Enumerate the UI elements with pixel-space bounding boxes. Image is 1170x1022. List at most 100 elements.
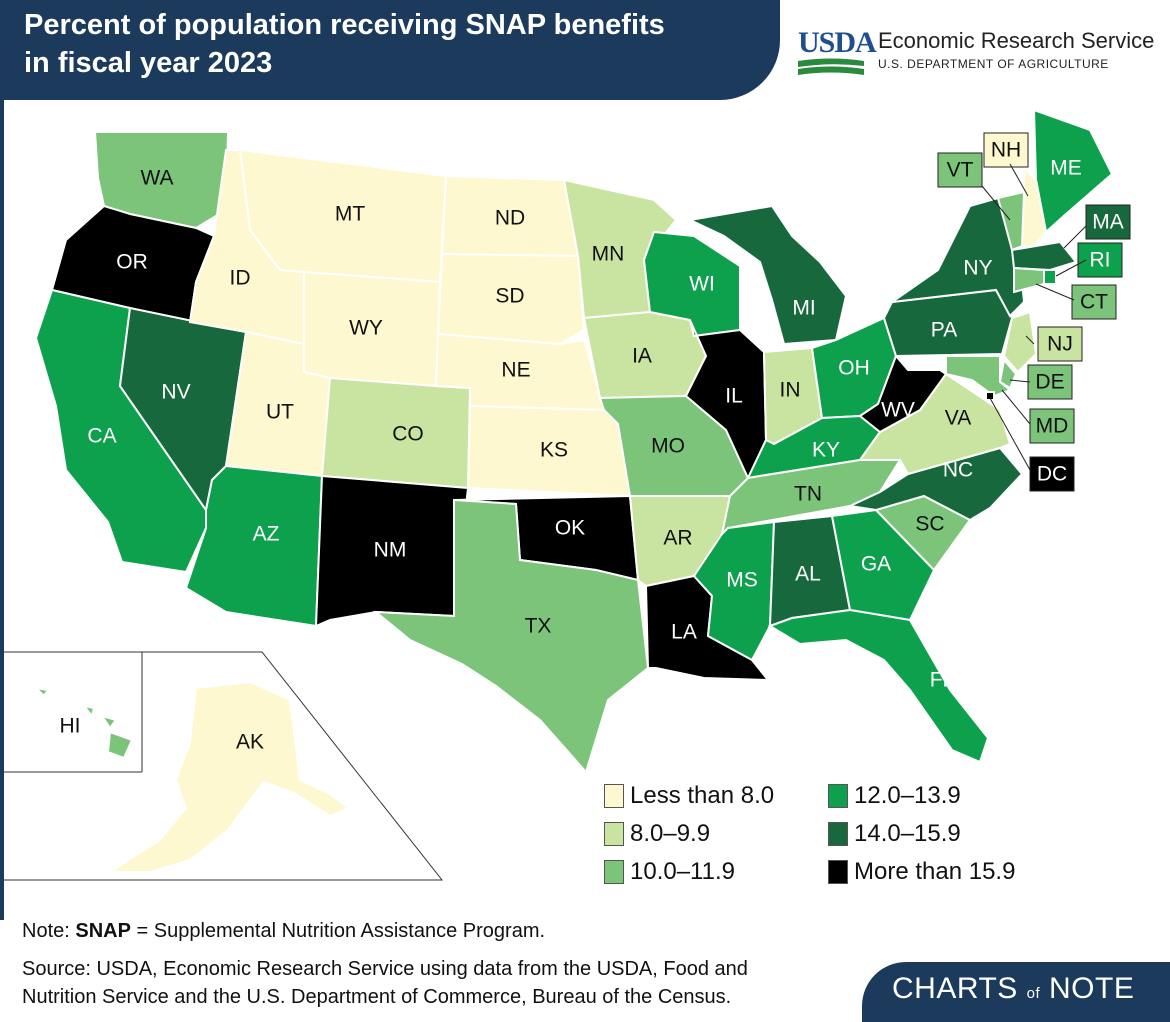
legend-label: 10.0–11.9 — [630, 858, 735, 885]
label-DE: DE — [1027, 364, 1073, 400]
state-label-KS: KS — [540, 439, 568, 462]
label-ME: ME — [1050, 157, 1082, 180]
legend-label: Less than 8.0 — [630, 782, 775, 809]
label-CA: CA — [87, 425, 116, 448]
usda-logo: USDA — [798, 26, 877, 81]
label-WA: WA — [140, 167, 173, 190]
state-label-NC: NC — [943, 459, 973, 482]
note-rest: = Supplemental Nutrition Assistance Prog… — [130, 920, 546, 942]
label-WY: WY — [349, 317, 383, 340]
legend-item: More than 15.9 — [828, 858, 1015, 886]
label-OR: OR — [116, 251, 148, 274]
state-label-FL: FL — [930, 669, 955, 692]
callout-box-CT — [1071, 284, 1117, 320]
state-NJ — [1002, 310, 1038, 374]
state-label-AZ: AZ — [253, 523, 280, 546]
label-AZ: AZ — [253, 523, 280, 546]
label-NM: NM — [374, 539, 407, 562]
usda-logo-text: USDA — [798, 26, 877, 59]
state-DE — [998, 357, 1018, 390]
us-map: WA OR CA NV ID MT WY UT AZ CO NM ND SD N… — [4, 108, 1131, 881]
label-MA: MA — [1085, 204, 1131, 240]
map-frame: WA OR CA NV ID MT WY UT AZ CO NM ND SD N… — [0, 100, 1170, 920]
label-NC: NC — [943, 459, 973, 482]
label-SC: SC — [915, 513, 944, 536]
state-FL — [767, 608, 990, 764]
label-AL: AL — [795, 563, 821, 586]
state-label-CT: CT — [1080, 291, 1108, 314]
legend-item: 10.0–11.9 — [604, 858, 735, 886]
state-label-MA: MA — [1092, 211, 1124, 234]
state-label-IA: IA — [632, 345, 652, 368]
legend-item: 14.0–15.9 — [828, 820, 961, 848]
state-label-LA: LA — [671, 621, 697, 644]
state-label-IN: IN — [780, 379, 801, 402]
label-UT: UT — [266, 401, 294, 424]
state-label-NM: NM — [374, 539, 407, 562]
label-NH: NH — [983, 132, 1029, 168]
state-HI — [33, 686, 134, 760]
state-label-VA: VA — [945, 407, 971, 430]
label-WV: WV — [881, 399, 915, 422]
state-label-MS: MS — [726, 569, 758, 592]
label-IA: IA — [632, 345, 652, 368]
usda-swoosh-icon — [798, 58, 864, 75]
legend-item: Less than 8.0 — [604, 782, 774, 810]
agency-department: U.S. DEPARTMENT OF AGRICULTURE — [878, 57, 1109, 71]
label-MD: MD — [1029, 408, 1075, 444]
state-IL — [684, 319, 768, 481]
state-DC — [985, 391, 995, 401]
state-label-ME: ME — [1050, 157, 1082, 180]
state-MD — [945, 355, 1012, 398]
legend-swatch — [828, 822, 848, 846]
state-label-WA: WA — [140, 167, 173, 190]
state-label-NE: NE — [501, 359, 530, 382]
state-label-DC: DC — [1037, 463, 1067, 486]
state-label-AR: AR — [663, 527, 692, 550]
state-labels: WA OR CA NV ID MT WY UT AZ CO NM ND SD N… — [60, 132, 1131, 754]
label-FL: FL — [930, 669, 955, 692]
chart-title: Percent of population receiving SNAP ben… — [24, 6, 764, 82]
label-NE: NE — [501, 359, 530, 382]
callout-box-VT — [937, 152, 983, 188]
legend-swatch — [828, 860, 848, 884]
label-CO: CO — [392, 423, 424, 446]
state-label-ND: ND — [495, 207, 525, 230]
state-AK — [106, 680, 350, 873]
label-HI: HI — [60, 715, 81, 738]
legend-item: 8.0–9.9 — [604, 820, 710, 848]
note-prefix: Note: — [22, 920, 76, 942]
state-label-MT: MT — [335, 203, 365, 226]
state-label-AK: AK — [236, 731, 264, 754]
legend-label: 14.0–15.9 — [854, 820, 961, 847]
label-MT: MT — [335, 203, 365, 226]
header-band — [0, 0, 780, 100]
label-KY: KY — [812, 439, 840, 462]
label-ND: ND — [495, 207, 525, 230]
agency-name: Economic Research Service — [878, 28, 1155, 53]
label-SD: SD — [495, 285, 524, 308]
source-line-2: Nutrition Service and the U.S. Departmen… — [22, 986, 732, 1008]
label-IN: IN — [780, 379, 801, 402]
charts-of-note-band — [862, 962, 1170, 1022]
label-WI: WI — [689, 273, 715, 296]
state-label-TX: TX — [525, 615, 552, 638]
legend-swatch — [828, 784, 848, 808]
label-NV: NV — [161, 381, 190, 404]
label-MN: MN — [592, 243, 625, 266]
label-MS: MS — [726, 569, 758, 592]
label-NY: NY — [963, 257, 992, 280]
state-label-ID: ID — [230, 267, 251, 290]
legend-label: 8.0–9.9 — [630, 820, 711, 847]
state-label-KY: KY — [812, 439, 840, 462]
callout-box-NH — [983, 132, 1029, 168]
state-label-NY: NY — [963, 257, 992, 280]
state-label-MO: MO — [651, 435, 685, 458]
state-label-MI: MI — [792, 297, 815, 320]
label-VT: VT — [937, 152, 983, 188]
state-label-WY: WY — [349, 317, 383, 340]
label-TX: TX — [525, 615, 552, 638]
state-VT — [996, 190, 1026, 252]
label-PA: PA — [931, 319, 957, 342]
callout-box-DC — [1029, 456, 1075, 492]
